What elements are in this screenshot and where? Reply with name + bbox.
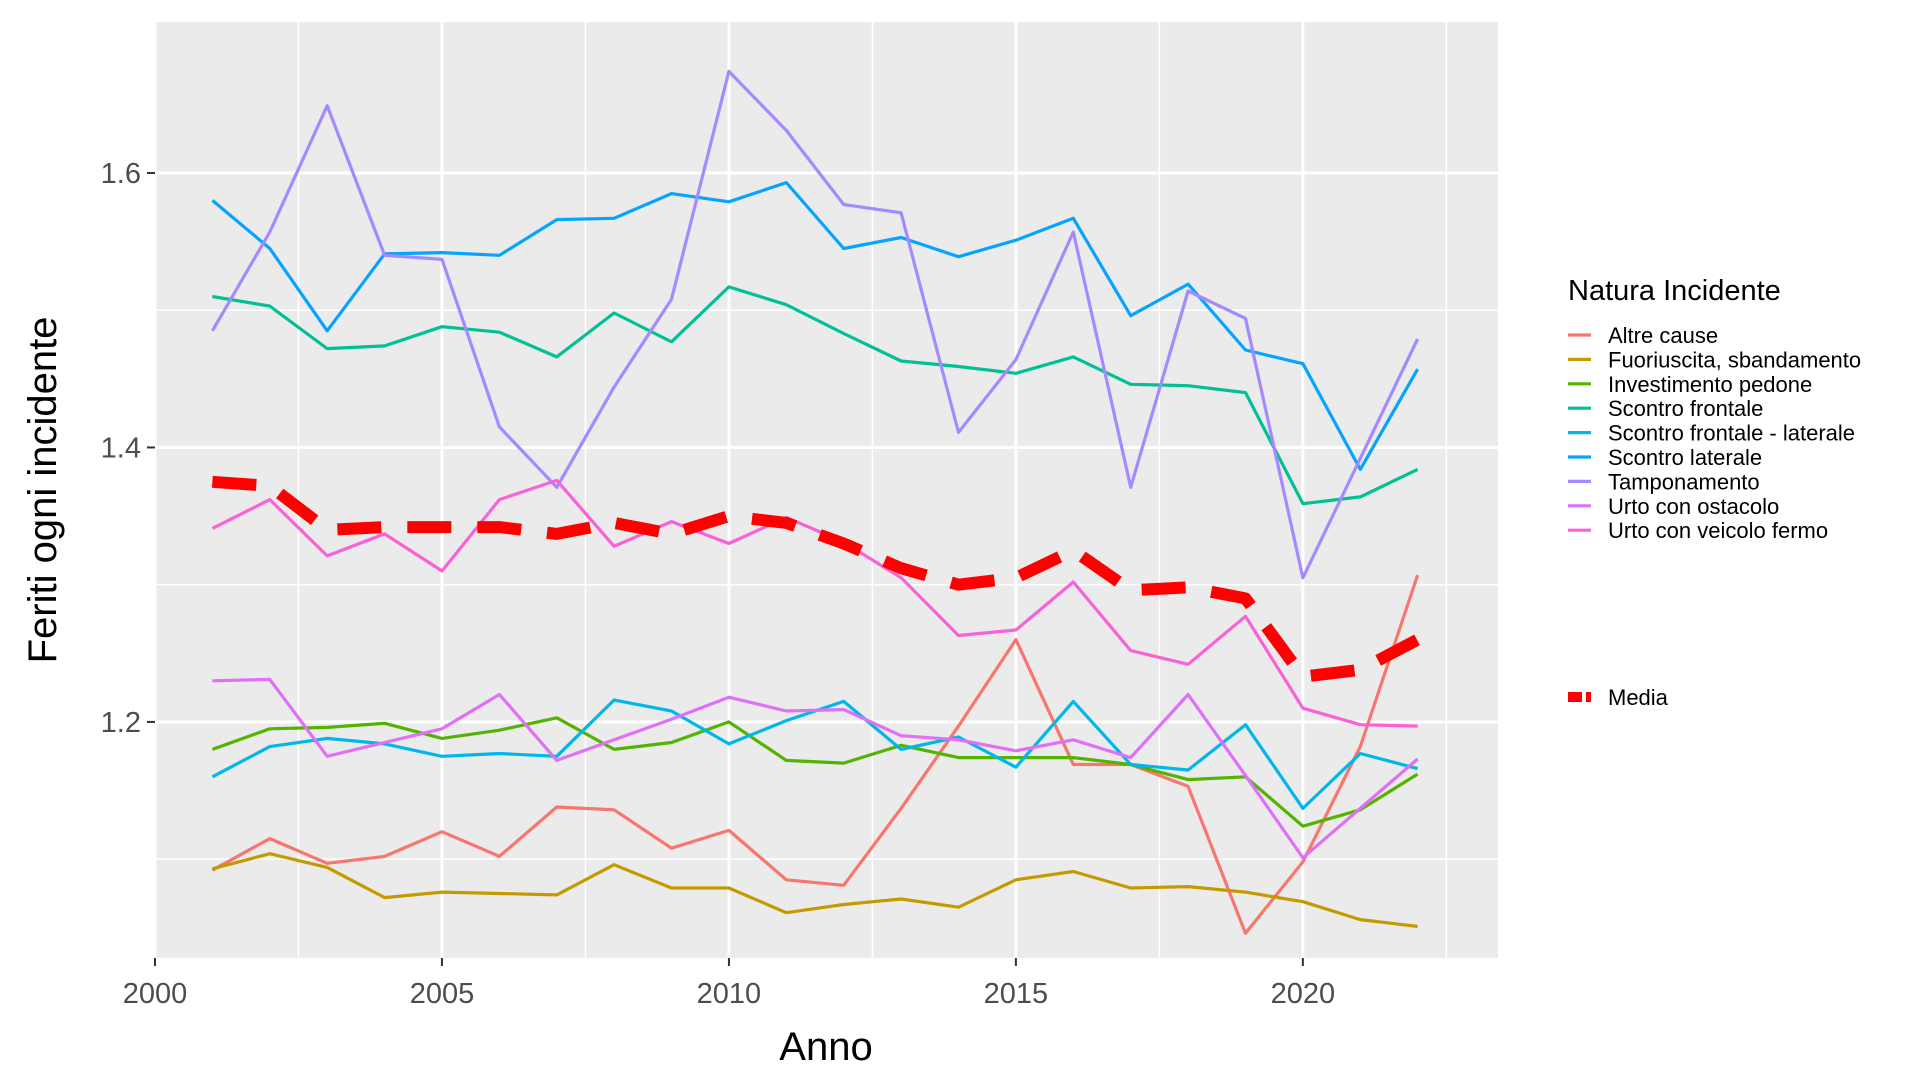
legend-item-investimento-pedone: Investimento pedone [1568,372,1812,397]
axis-ticks [147,171,1304,966]
series-line-urto-con-ostacolo [212,677,1419,860]
legend-label-fuoriuscita-sbandamento: Fuoriuscita, sbandamento [1608,347,1861,372]
series-line-tamponamento [211,69,1420,580]
series-line-altre-cause [211,574,1420,935]
legend-item-tamponamento: Tamponamento [1568,469,1760,494]
legend-item-urto-con-veicolo-fermo: Urto con veicolo fermo [1568,518,1828,543]
x-axis-title: Anno [779,1025,872,1069]
series-line-media [211,475,1421,683]
x-tick-label: 2005 [410,978,475,1010]
legend-label-scontro-frontale-laterale: Scontro frontale - laterale [1608,421,1855,446]
legend-item-altre-cause: Altre cause [1568,323,1718,348]
series-line-fuoriuscita-sbandamento [211,852,1418,928]
legend-label-scontro-laterale: Scontro laterale [1608,445,1762,470]
legend-item-media: Media [1568,685,1669,710]
legend-item-scontro-frontale: Scontro frontale [1568,396,1763,421]
series-line-investimento-pedone [211,716,1419,828]
y-tick-label: 1.2 [101,707,141,739]
series-line-scontro-frontale [212,285,1419,506]
legend-title: Natura Incidente [1568,275,1781,307]
x-tick-label: 2015 [984,978,1049,1010]
legend-label-tamponamento: Tamponamento [1608,469,1760,494]
tick-labels: 2000 2005 2010 2015 2020 1.2 1.4 1.6 [101,158,1335,1010]
legend-label-urto-con-veicolo-fermo: Urto con veicolo fermo [1608,518,1828,543]
legend-label-scontro-frontale: Scontro frontale [1608,396,1763,421]
legend-label-altre-cause: Altre cause [1608,323,1718,348]
legend-item-urto-con-ostacolo: Urto con ostacolo [1568,494,1779,519]
series-line-scontro-laterale [211,181,1419,471]
legend-item-scontro-frontale-laterale: Scontro frontale - laterale [1568,421,1855,446]
x-tick-label: 2000 [123,978,188,1010]
y-axis-title: Feriti ogni incidente [21,317,65,664]
y-tick-label: 1.6 [101,158,141,190]
series-lines [211,69,1420,935]
legend-item-scontro-laterale: Scontro laterale [1568,445,1762,470]
mean-line-layer [211,475,1421,683]
legend-label-investimento-pedone: Investimento pedone [1608,372,1812,397]
y-tick-label: 1.4 [101,432,141,464]
major-gridlines [153,22,1498,958]
legend-label-urto-con-ostacolo: Urto con ostacolo [1608,494,1779,519]
legend: Natura Incidente Altre causeFuoriuscita,… [1568,275,1861,710]
series-line-urto-con-veicolo-fermo [211,478,1418,728]
legend-item-fuoriuscita-sbandamento: Fuoriuscita, sbandamento [1568,347,1861,372]
x-tick-label: 2020 [1271,978,1336,1010]
x-tick-label: 2010 [697,978,762,1010]
minor-gridlines [155,22,1498,958]
legend-label-media: Media [1608,685,1669,710]
